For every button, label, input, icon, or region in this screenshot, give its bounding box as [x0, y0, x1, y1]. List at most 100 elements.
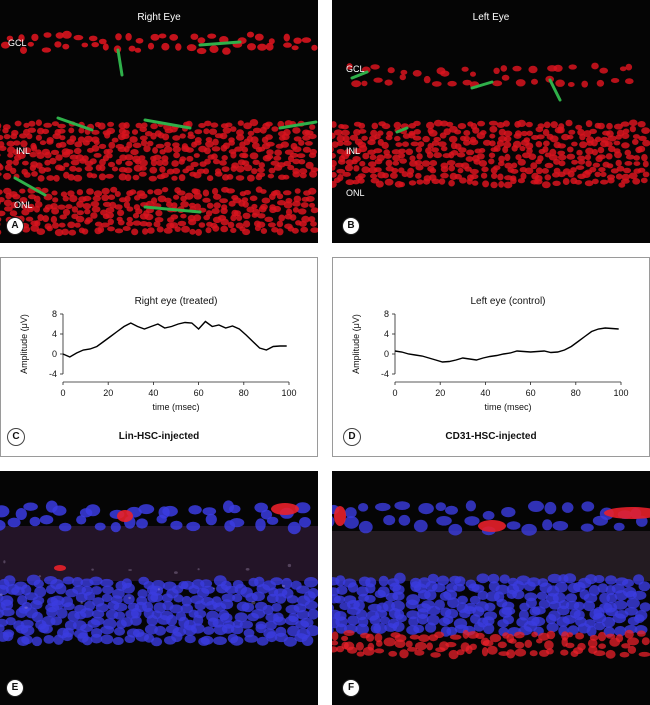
inl-nucleus: [375, 180, 384, 188]
inl-nucleus: [131, 129, 139, 135]
inl-nucleus: [642, 160, 649, 168]
inl-nucleus: [488, 152, 496, 159]
inl-nucleus: [222, 127, 232, 134]
inl-nucleus: [172, 135, 181, 141]
series-line: [394, 327, 619, 363]
gcl-nucleus: [515, 79, 526, 87]
gcl-nucleus: [400, 69, 408, 75]
inl-nucleus: [626, 598, 640, 609]
gcl-nucleus: [465, 500, 476, 512]
inl-nucleus: [469, 595, 481, 605]
inl-nucleus: [381, 123, 391, 130]
inl-nucleus: [202, 168, 210, 175]
onl-nucleus: [251, 212, 258, 218]
inl-nucleus: [408, 616, 419, 627]
inl-nucleus: [59, 135, 66, 141]
onl-nucleus: [173, 194, 180, 200]
speckle: [24, 606, 28, 609]
inl-nucleus: [186, 155, 194, 162]
inl-nucleus: [477, 120, 486, 127]
onl-nucleus: [124, 195, 131, 203]
gcl-nucleus: [55, 32, 64, 39]
onl-nucleus: [177, 220, 187, 227]
inl-nucleus: [607, 135, 617, 142]
inl-nucleus: [14, 120, 22, 127]
onl-nucleus: [157, 195, 167, 203]
inl-nucleus: [426, 121, 435, 129]
panel-e-micrograph: E: [0, 471, 318, 705]
inl-nucleus: [150, 123, 158, 130]
inl-nucleus: [600, 171, 607, 177]
inl-nucleus: [416, 614, 429, 625]
onl-nucleus: [94, 221, 103, 227]
marker-cell: [560, 649, 569, 656]
gcl-nucleus: [62, 43, 70, 50]
inl-nucleus: [597, 122, 605, 130]
onl-nucleus: [227, 221, 235, 229]
onl-nucleus: [174, 226, 181, 233]
gcl-nucleus: [440, 70, 450, 77]
inl-nucleus: [489, 133, 496, 139]
inl-nucleus: [83, 591, 96, 601]
inl-nucleus: [91, 609, 105, 619]
inl-nucleus: [58, 141, 67, 148]
inl-nucleus: [544, 162, 554, 169]
onl-nucleus: [276, 193, 284, 200]
inl-nucleus: [442, 615, 454, 625]
gcl-nucleus: [561, 502, 574, 513]
inl-nucleus: [84, 165, 94, 172]
inl-nucleus: [415, 164, 424, 171]
marker-cell: [418, 634, 430, 642]
inl-nucleus: [188, 585, 200, 594]
inl-nucleus: [625, 154, 635, 160]
marker-cell: [405, 640, 413, 648]
gcl-nucleus: [384, 79, 393, 86]
onl-nucleus: [132, 212, 140, 219]
inl-nucleus: [100, 578, 114, 587]
inl-nucleus: [272, 616, 287, 626]
gcl-nucleus: [170, 520, 183, 530]
inl-nucleus: [557, 154, 567, 161]
inl-nucleus: [557, 605, 570, 616]
inl-nucleus: [137, 589, 148, 599]
inl-nucleus: [132, 174, 140, 181]
inl-nucleus: [212, 138, 219, 146]
panel-b-onl-label: ONL: [346, 188, 365, 198]
inl-nucleus: [139, 126, 147, 133]
panel-d-chart: Left eye (control) 8 4 0 -4 0 20 40 60 80 100 time …: [332, 257, 650, 457]
inl-nucleus: [334, 129, 343, 136]
gcl-nucleus: [54, 41, 62, 48]
inl-nucleus: [369, 615, 381, 625]
x-tick-label: 60: [194, 388, 204, 398]
inl-nucleus: [596, 154, 606, 160]
onl-nucleus: [117, 209, 125, 217]
onl-nucleus: [242, 201, 249, 208]
inl-nucleus: [244, 634, 258, 643]
inl-nucleus: [458, 147, 467, 153]
onl-nucleus: [310, 207, 318, 214]
onl-nucleus: [220, 218, 229, 226]
inl-nucleus: [293, 136, 302, 142]
onl-nucleus: [107, 226, 115, 232]
onl-nucleus: [156, 226, 164, 233]
onl-nucleus: [220, 207, 228, 214]
inl-nucleus: [381, 141, 389, 150]
inl-nucleus: [642, 139, 650, 147]
onl-nucleus: [0, 222, 1, 227]
inl-nucleus: [541, 168, 549, 174]
inl-nucleus: [273, 164, 283, 171]
inl-nucleus: [557, 150, 566, 156]
inl-nucleus: [50, 616, 63, 626]
gcl-nucleus: [136, 518, 148, 529]
inl-nucleus: [416, 179, 424, 185]
marker-cell: [573, 647, 584, 655]
marker-cell: [475, 632, 485, 639]
inl-nucleus: [533, 179, 543, 185]
marker-cell: [374, 633, 383, 643]
inl-nucleus: [575, 165, 585, 171]
marker-cell: [536, 638, 543, 644]
speckle: [245, 568, 250, 571]
inl-nucleus: [33, 579, 44, 588]
inl-nucleus: [152, 154, 162, 161]
inl-nucleus: [535, 141, 543, 148]
